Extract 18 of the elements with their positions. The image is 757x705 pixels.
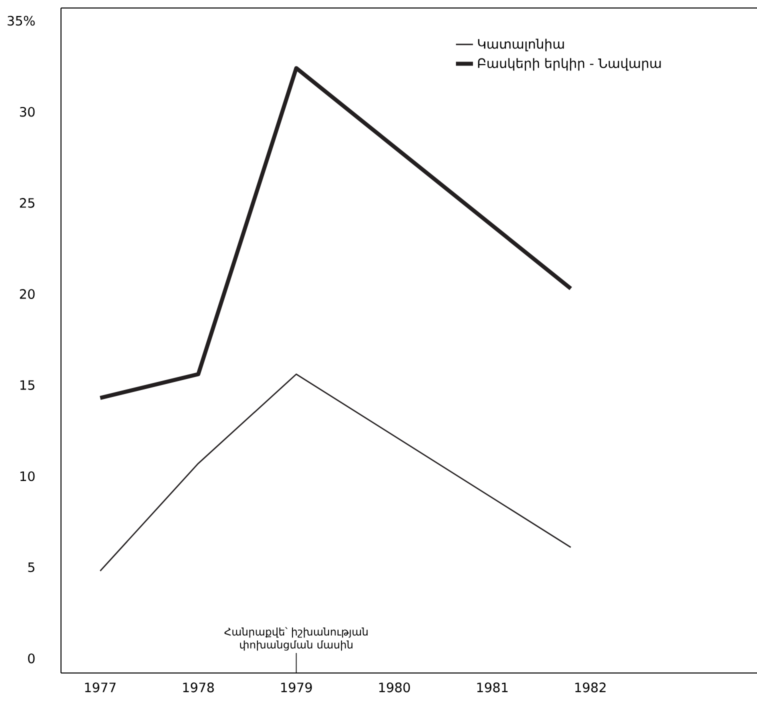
legend-label: Կատալոնիա: [478, 38, 564, 52]
y-tick-label: 25: [20, 198, 34, 208]
x-tick-label: 1978: [183, 682, 214, 692]
y-tick-label: 10: [20, 471, 35, 482]
y-tick-label: 20: [20, 289, 35, 299]
x-tick-label: 1982: [575, 682, 606, 692]
y-tick-label: 30: [20, 106, 35, 117]
x-tick-label: 1979: [281, 682, 312, 692]
line-series: [100, 374, 572, 572]
x-tick-label: 1980: [379, 682, 410, 692]
y-tick-label: 5: [28, 562, 34, 572]
y-tick-label: 0: [28, 654, 35, 664]
y-tick-label: 15: [20, 380, 34, 390]
x-tick-label: 1977: [85, 682, 116, 692]
annotation: Հանրաքվե՝ իշխանության փոխանցման մասին: [224, 627, 368, 651]
y-tick-label: 35%: [8, 16, 35, 26]
legend-label: Բասկերի երկիր - Նավարա: [478, 58, 661, 71]
x-tick-label: 1981: [477, 682, 508, 692]
